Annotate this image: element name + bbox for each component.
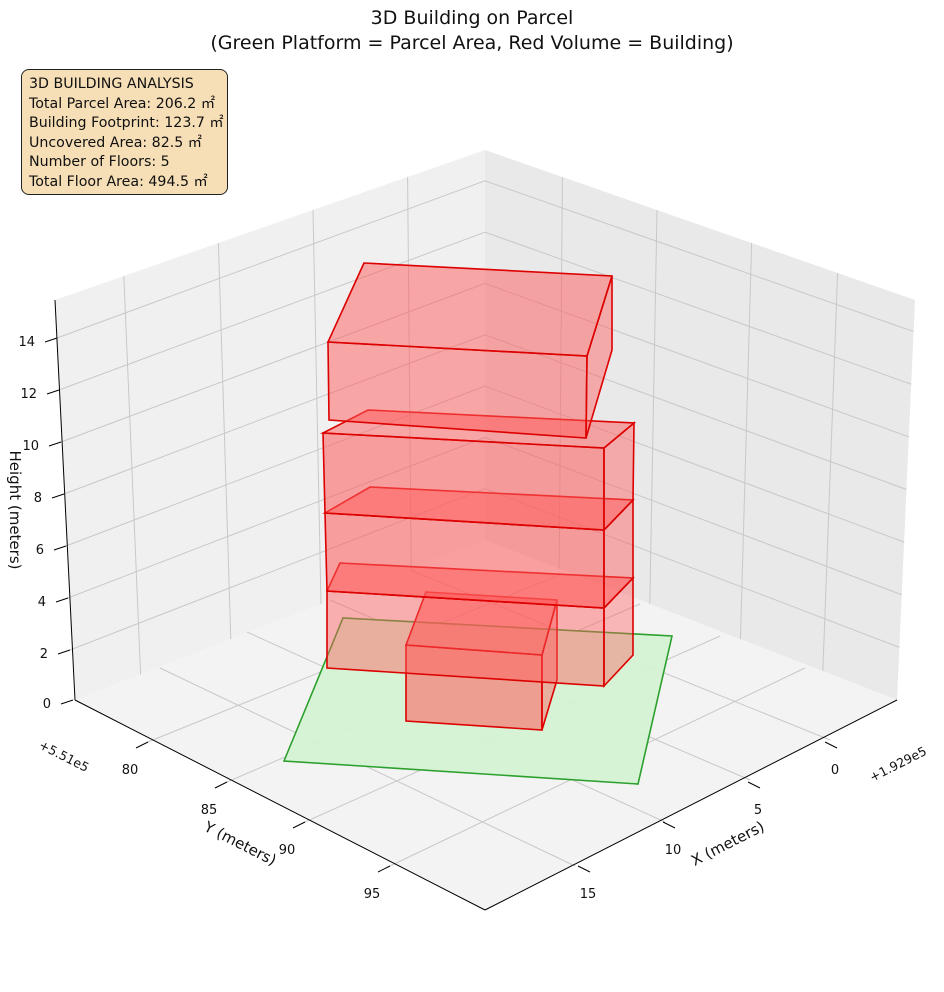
y-tick-label: 80 bbox=[122, 763, 139, 778]
chart-title: 3D Building on Parcel bbox=[370, 7, 574, 29]
analysis-info-box: 3D BUILDING ANALYSIS Total Parcel Area: … bbox=[21, 69, 228, 195]
chart-subtitle: (Green Platform = Parcel Area, Red Volum… bbox=[210, 32, 734, 54]
x-tick-label: 5 bbox=[754, 803, 762, 818]
x-wall-grid-line bbox=[739, 242, 753, 640]
tick-labels: 0 2 4 6 8 10 12 14 80 85 90 95 0 5 10 15 bbox=[18, 335, 839, 902]
x-tick-mark bbox=[824, 741, 838, 749]
x-tick-label: 15 bbox=[580, 887, 597, 902]
plot-shapes bbox=[282, 262, 673, 785]
axes bbox=[54, 299, 898, 911]
y-offset-label: +5.51e5 bbox=[37, 737, 92, 775]
z-tick-label: 6 bbox=[36, 543, 44, 558]
info-box-title: 3D BUILDING ANALYSIS bbox=[29, 76, 194, 92]
z-tick-label: 10 bbox=[22, 439, 39, 454]
z-grid-line bbox=[58, 231, 912, 391]
z-tick-mark bbox=[44, 337, 58, 343]
x-wall-grid-line bbox=[822, 272, 839, 672]
y-tick-label: 90 bbox=[279, 843, 296, 858]
y-tick-label: 95 bbox=[364, 887, 381, 902]
z-axis-line bbox=[54, 299, 76, 701]
x-tick-mark bbox=[577, 865, 591, 873]
y-axis-line bbox=[74, 699, 486, 911]
y-tick-mark bbox=[135, 741, 149, 749]
z-tick-mark bbox=[51, 493, 65, 499]
x-axis-label: X (meters) bbox=[688, 817, 767, 869]
z-tick-label: 4 bbox=[38, 595, 46, 610]
z-tick-label: 8 bbox=[34, 491, 42, 506]
y-wall-grid-line bbox=[123, 275, 142, 675]
info-line-floors: Number of Floors: 5 bbox=[29, 154, 170, 170]
building-roof bbox=[326, 262, 614, 357]
x-tick-label: 10 bbox=[665, 843, 682, 858]
x-wall-grid-line bbox=[649, 209, 658, 605]
info-line-floor-area: Total Floor Area: 494.5 ㎡ bbox=[29, 173, 208, 190]
info-line-footprint: Building Footprint: 123.7 ㎡ bbox=[29, 115, 224, 131]
x-axis-line bbox=[484, 699, 898, 911]
y-axis-label: Y (meters) bbox=[200, 817, 279, 869]
info-line-uncovered-area: Uncovered Area: 82.5 ㎡ bbox=[29, 134, 202, 151]
z-tick-label: 2 bbox=[40, 647, 48, 662]
z-tick-label: 14 bbox=[18, 335, 35, 350]
z-tick-mark bbox=[46, 389, 60, 395]
y-tick-mark bbox=[292, 821, 306, 829]
z-tick-label: 0 bbox=[43, 697, 51, 712]
chart-title-block: 3D Building on Parcel (Green Platform = … bbox=[0, 6, 944, 56]
z-tick-mark bbox=[60, 699, 74, 705]
z-grid-line bbox=[56, 180, 914, 339]
y-tick-label: 85 bbox=[201, 803, 218, 818]
z-tick-mark bbox=[57, 649, 71, 655]
z-axis-label: Height (meters) bbox=[6, 451, 24, 570]
z-tick-mark bbox=[55, 597, 69, 603]
x-tick-mark bbox=[662, 821, 676, 829]
x-tick-mark bbox=[747, 781, 761, 789]
building-front-face bbox=[322, 432, 605, 531]
x-tick-label: 0 bbox=[831, 763, 839, 778]
y-wall-grid-line bbox=[312, 209, 322, 605]
y-tick-mark bbox=[214, 781, 228, 789]
x-offset-label: +1.929e5 bbox=[867, 743, 929, 784]
y-wall-grid-line bbox=[217, 242, 232, 640]
z-tick-mark bbox=[53, 545, 67, 551]
z-tick-mark bbox=[48, 441, 62, 447]
y-tick-mark bbox=[377, 865, 391, 873]
z-tick-label: 12 bbox=[20, 387, 37, 402]
info-line-parcel-area: Total Parcel Area: 206.2 ㎡ bbox=[29, 95, 216, 112]
